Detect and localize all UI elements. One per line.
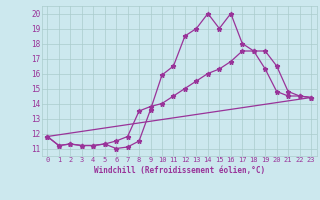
X-axis label: Windchill (Refroidissement éolien,°C): Windchill (Refroidissement éolien,°C) — [94, 166, 265, 175]
